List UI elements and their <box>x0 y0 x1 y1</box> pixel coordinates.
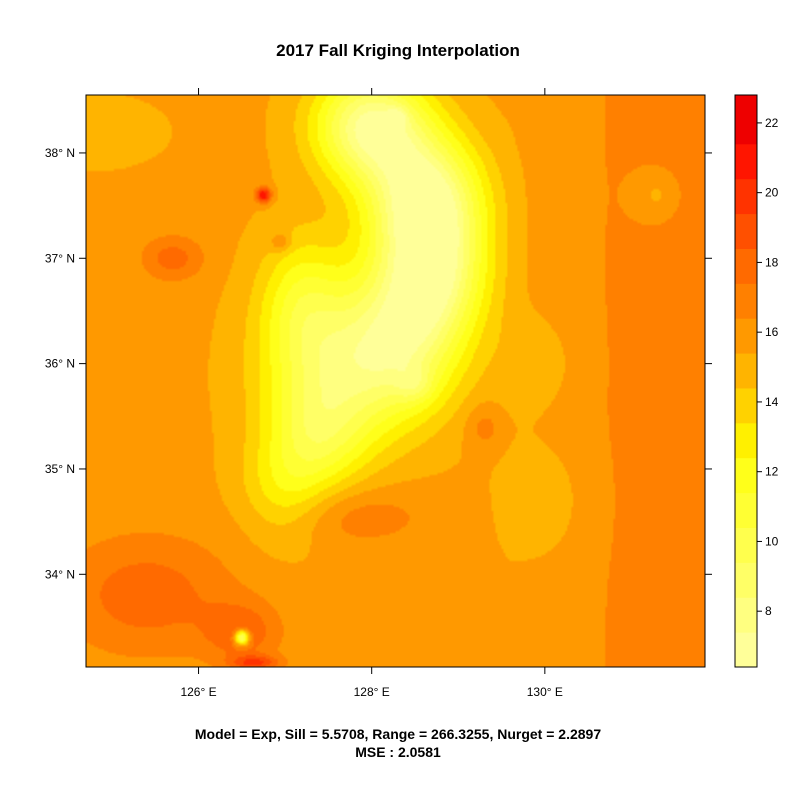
x-tick-label: 128° E <box>354 685 390 699</box>
colorbar-tick-label: 8 <box>765 604 772 618</box>
colorbar-segment <box>735 457 757 494</box>
y-tick-label: 38° N <box>45 146 75 160</box>
x-axis: 126° E 128° E 130° E <box>180 88 563 699</box>
y-tick-label: 36° N <box>45 357 75 371</box>
y-tick-label: 35° N <box>45 462 75 476</box>
colorbar-tick-label: 12 <box>765 465 779 479</box>
colorbar-segment <box>735 353 757 389</box>
plot-area <box>85 94 706 668</box>
x-tick-label: 130° E <box>527 685 563 699</box>
colorbar-segment <box>735 248 757 284</box>
model-parameters-text: Model = Exp, Sill = 5.5708, Range = 266.… <box>195 726 601 742</box>
colorbar-segment <box>735 283 757 319</box>
colorbar-segment <box>735 562 757 598</box>
colorbar-segment <box>735 632 757 668</box>
colorbar-segment <box>735 178 757 215</box>
colorbar-segment <box>735 143 757 180</box>
colorbar-frame <box>734 94 758 668</box>
plot-frame <box>85 94 706 668</box>
colorbar-segment <box>735 492 757 528</box>
colorbar-segment <box>735 422 757 459</box>
colorbar-tick-label: 20 <box>765 186 779 200</box>
colorbar-segment <box>735 213 757 249</box>
heatmap-surface <box>86 95 705 667</box>
colorbar-tick-label: 22 <box>765 116 779 130</box>
y-tick-label: 34° N <box>45 567 75 581</box>
mse-text: MSE : 2.0581 <box>355 744 441 760</box>
colorbar-tick-label: 18 <box>765 255 779 269</box>
y-axis: 34° N 35° N 36° N 37° N 38° N <box>45 146 712 581</box>
x-tick-label: 126° E <box>180 685 216 699</box>
colorbar-tick-label: 16 <box>765 325 779 339</box>
colorbar-segment <box>735 318 757 354</box>
colorbar-segment <box>735 387 757 424</box>
colorbar-segment <box>735 527 757 563</box>
colorbar-tick-label: 10 <box>765 534 779 548</box>
chart-title: 2017 Fall Kriging Interpolation <box>276 41 520 60</box>
colorbar-tick-label: 14 <box>765 395 779 409</box>
colorbar: 8 10 12 14 16 18 20 22 <box>734 94 779 668</box>
y-tick-label: 37° N <box>45 251 75 265</box>
colorbar-segment <box>735 597 757 633</box>
colorbar-segment <box>735 95 757 145</box>
